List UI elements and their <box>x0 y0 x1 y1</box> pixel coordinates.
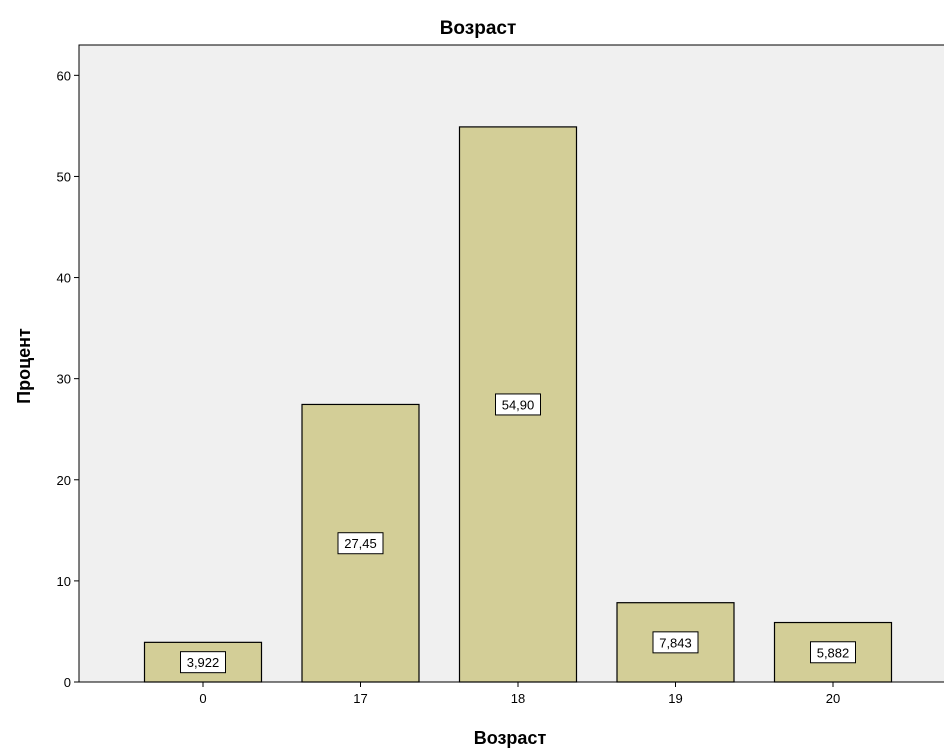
y-tick-label: 50 <box>57 169 71 184</box>
data-label-box <box>337 532 384 555</box>
y-axis: 0 10 20 30 40 50 60 <box>57 45 80 690</box>
y-tick-label: 0 <box>64 675 71 690</box>
data-label-box <box>652 631 699 654</box>
x-axis-label: Возраст <box>474 728 547 748</box>
y-axis-label: Процент <box>14 328 34 404</box>
data-label: 7,843 <box>659 635 692 650</box>
y-tick-label: 20 <box>57 473 71 488</box>
x-tick-label: 17 <box>353 691 367 706</box>
y-tick-label: 60 <box>57 68 71 83</box>
data-label: 54,90 <box>502 397 535 412</box>
data-label: 5,882 <box>817 645 850 660</box>
data-label-box <box>495 393 541 416</box>
x-tick-label: 18 <box>511 691 525 706</box>
x-tick-label: 19 <box>668 691 682 706</box>
data-label-box <box>180 651 226 674</box>
data-label: 3,922 <box>187 655 220 670</box>
x-axis: 0 17 18 19 20 <box>79 681 944 706</box>
x-tick-label: 0 <box>199 691 206 706</box>
bars: 3,922 27,45 54,90 7,843 5,882 <box>143 126 893 683</box>
y-tick-label: 30 <box>57 372 71 387</box>
x-tick-label: 20 <box>826 691 840 706</box>
data-label: 27,45 <box>344 536 377 551</box>
y-tick-label: 10 <box>57 574 71 589</box>
y-tick-label: 40 <box>57 271 71 286</box>
chart-title: Возраст <box>440 18 517 39</box>
data-label-box <box>810 641 856 664</box>
